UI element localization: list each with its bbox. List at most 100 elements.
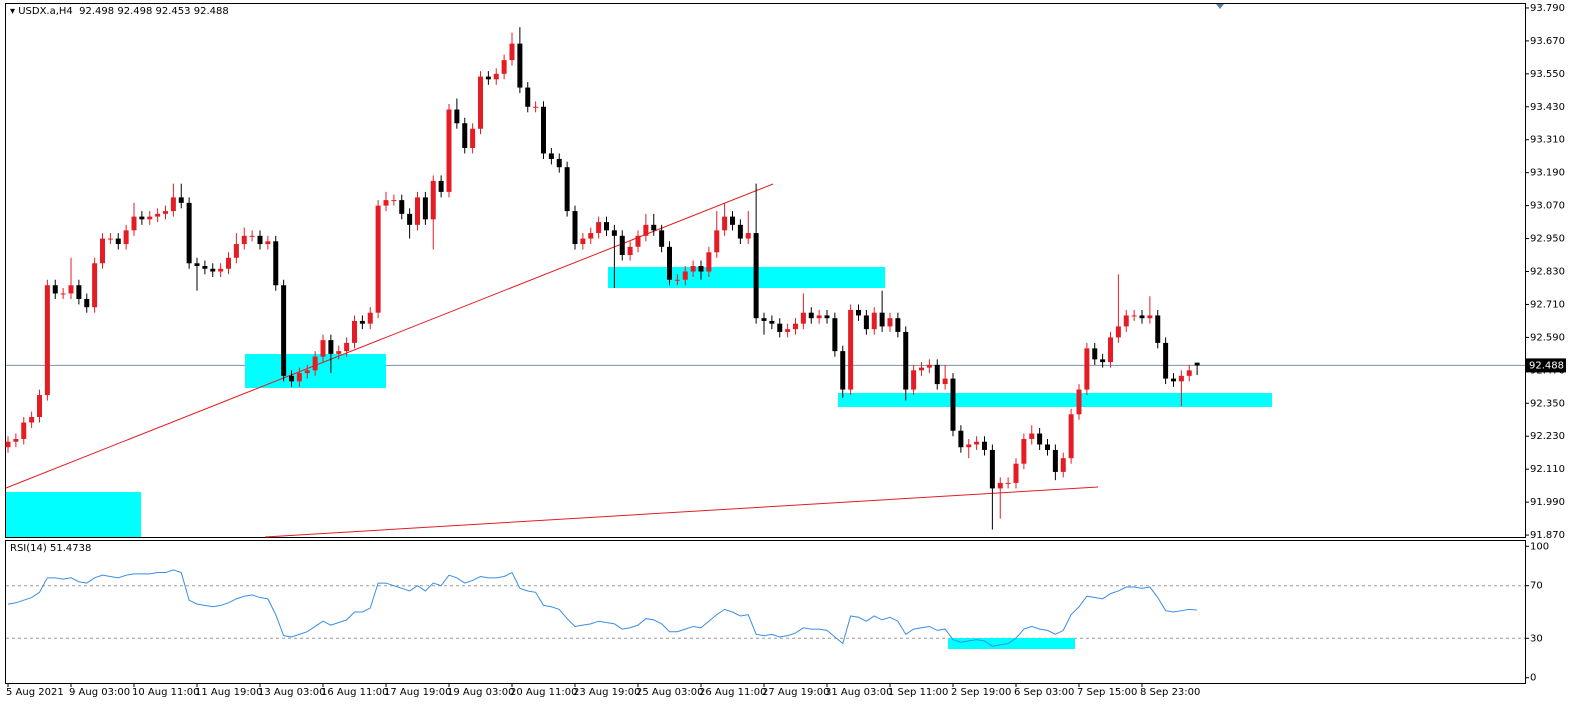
zone	[608, 267, 885, 288]
shift-marker[interactable]	[1216, 4, 1224, 9]
x-tick-label: 2 Sep 19:00	[951, 687, 1011, 698]
candle-body	[887, 318, 893, 327]
candle-body	[13, 438, 19, 442]
candle-body	[367, 312, 373, 324]
candle-body	[596, 222, 602, 234]
y-tick-label: 93.790	[1530, 3, 1565, 14]
candle-body	[470, 128, 476, 148]
candle-body	[202, 266, 208, 269]
candle-body	[139, 216, 145, 220]
zone	[6, 492, 141, 537]
candle-body	[501, 60, 507, 74]
candle-body	[163, 211, 168, 214]
candle-body	[485, 76, 491, 80]
candle-body	[974, 441, 980, 445]
zone	[838, 393, 1272, 407]
x-tick-label: 26 Aug 11:00	[699, 687, 766, 698]
chart-header: ▾ USDX.a,H4 92.498 92.498 92.453 92.488	[10, 6, 229, 17]
candle-body	[1060, 458, 1066, 472]
candle-body	[934, 364, 940, 385]
symbol: USDX.a,H4	[18, 6, 73, 17]
candle-body	[241, 235, 247, 245]
price-label-box	[1526, 358, 1566, 373]
y-tick-label: 92.950	[1530, 234, 1565, 245]
candle-body	[903, 331, 909, 390]
candle-body	[336, 351, 342, 354]
candle-body	[226, 257, 231, 269]
candle-body	[919, 367, 924, 371]
x-tick-label: 31 Aug 03:00	[825, 687, 892, 698]
last-close: 92.488	[193, 6, 229, 17]
trend-line	[264, 486, 1099, 538]
candle-body	[659, 230, 665, 247]
candle-body	[793, 323, 798, 330]
candle-body	[233, 244, 239, 258]
x-tick-label: 1 Sep 11:00	[888, 687, 948, 698]
candle-body	[619, 235, 625, 256]
x-tick-label: 17 Aug 19:00	[384, 687, 451, 698]
y-tick-label: 93.190	[1530, 168, 1565, 179]
candle-body	[493, 73, 499, 80]
candle-body	[37, 395, 42, 418]
price-label: 92.488	[1529, 360, 1564, 371]
candle-body	[123, 230, 129, 245]
candle-body	[1108, 337, 1113, 363]
candle-body	[462, 123, 468, 148]
candle-body	[1092, 348, 1098, 360]
candle-body	[320, 340, 326, 357]
candle-body	[1052, 449, 1058, 472]
candle-body	[359, 320, 365, 324]
candle-body	[170, 197, 176, 212]
candle-body	[1123, 315, 1129, 327]
candle-body	[352, 320, 357, 343]
x-tick-label: 9 Aug 03:00	[69, 687, 130, 698]
x-tick-label: 27 Aug 19:00	[762, 687, 829, 698]
candle-body	[588, 233, 594, 239]
candle-body	[958, 430, 964, 448]
candle-body	[863, 315, 869, 330]
candle-body	[989, 449, 995, 489]
y-tick-label: 91.990	[1530, 497, 1565, 508]
candle-body	[832, 318, 838, 352]
candle-body	[289, 375, 294, 382]
candle-body	[186, 202, 192, 264]
x-tick-label: 25 Aug 03:00	[636, 687, 703, 698]
candle-body	[328, 340, 334, 354]
candle-body	[785, 329, 791, 332]
candle-body	[147, 216, 153, 220]
candle-body	[777, 323, 783, 332]
candle-body	[52, 285, 58, 294]
candle-body	[257, 235, 263, 245]
y-tick-label: 70	[1530, 581, 1543, 592]
candle-body	[1045, 444, 1050, 450]
y-tick-label: 92.110	[1530, 464, 1565, 475]
y-tick-label: 92.350	[1530, 398, 1565, 409]
candle-body	[1076, 389, 1082, 415]
candle-body	[816, 315, 822, 319]
candle-body	[1115, 326, 1121, 338]
y-tick-label: 92.590	[1530, 332, 1565, 343]
candle-body	[1163, 342, 1169, 379]
candle-body	[210, 268, 216, 272]
candle-body	[808, 312, 814, 319]
rsi-line	[7, 569, 1198, 647]
candle-body	[997, 482, 1003, 489]
candle-body	[942, 378, 948, 385]
candle-body	[824, 315, 830, 319]
candle-body	[399, 200, 405, 214]
menu-arrow[interactable]: ▾	[10, 6, 19, 17]
candle-body	[525, 87, 531, 107]
candle-body	[68, 285, 74, 294]
candle-body	[115, 238, 121, 245]
candle-body	[1005, 482, 1011, 484]
candle-body	[871, 312, 877, 330]
candle-body	[706, 252, 712, 272]
candle-body	[761, 318, 767, 321]
candle-body	[879, 312, 885, 327]
last-low: 92.453	[155, 6, 191, 17]
candle-body	[950, 378, 956, 431]
candle-body	[407, 213, 413, 225]
candle-body	[533, 106, 539, 108]
candle-body	[674, 279, 680, 281]
candle-body	[572, 211, 578, 245]
